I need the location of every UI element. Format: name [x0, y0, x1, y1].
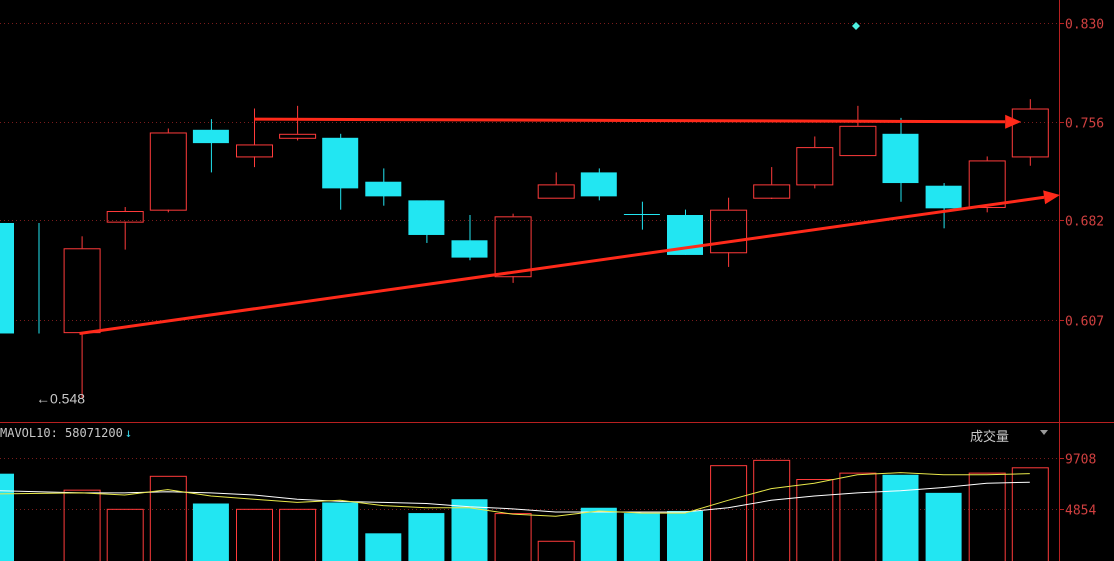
price-tick-label: 0.682: [1065, 215, 1104, 230]
candle-body: [106, 211, 144, 223]
volume-bar: [710, 465, 748, 561]
volume-bar: [365, 533, 402, 561]
volume-bar: [796, 479, 834, 561]
volume-bar: [408, 513, 445, 561]
candle: [149, 128, 187, 213]
price-tick-label: 0.607: [1065, 315, 1104, 330]
candle: [279, 105, 317, 141]
candle: [623, 201, 660, 230]
volume-bar: [451, 499, 488, 561]
candle-body: [451, 240, 488, 258]
candle-body: [925, 185, 962, 209]
candle: [968, 156, 1006, 213]
candle-body: [365, 181, 402, 197]
volume-bar: [192, 503, 229, 561]
diamond-marker-icon: [852, 21, 860, 30]
price-axis: 0.830 0.756 0.682 0.607 9708 4854: [1059, 18, 1104, 519]
volume-panel: [0, 459, 1049, 561]
candle-body: [149, 132, 187, 211]
volume-bar: [322, 502, 359, 561]
volume-title: 成交量: [970, 430, 1010, 445]
candle: [63, 236, 101, 399]
arrow-shaft: [253, 117, 1006, 124]
candle: [106, 207, 144, 250]
candle: [753, 167, 791, 200]
candle: [537, 172, 575, 199]
candle: [365, 168, 402, 206]
mavol-label: MAVOL10:: [0, 426, 58, 440]
mavol-value: 58071200: [65, 426, 123, 440]
candle-body: [0, 222, 14, 334]
volume-bar: [667, 510, 703, 561]
mavol-header: MAVOL10: 58071200 ↓: [0, 426, 132, 444]
price-tick-label: 0.756: [1065, 117, 1104, 132]
volume-tick-label: 4854: [1065, 504, 1096, 519]
price-tick-label: 0.830: [1065, 18, 1104, 33]
candle-body: [1011, 108, 1049, 158]
candle-body: [839, 125, 877, 157]
volume-bar: [623, 513, 660, 561]
candle-body: [796, 147, 834, 186]
volume-bar: [106, 508, 144, 561]
candle-body: [882, 133, 919, 184]
volume-bar: [882, 474, 919, 561]
volume-bar: [753, 459, 791, 561]
candle: [882, 117, 919, 202]
volume-bar: [580, 507, 617, 561]
candle: [192, 119, 229, 173]
candle: [0, 222, 40, 334]
volume-bar: [494, 513, 532, 561]
ma-slow-line: [0, 481, 1030, 513]
price-panel: ←0.548: [0, 21, 1060, 407]
candle: [236, 108, 273, 168]
volume-bar: [279, 508, 317, 561]
candle-body: [192, 129, 229, 144]
arrow-head: [1043, 190, 1060, 205]
candle: [494, 213, 532, 283]
support-arrow: [79, 190, 1060, 335]
candle-body: [236, 144, 273, 158]
low-price-label: ←0.548: [36, 391, 85, 407]
volume-tick-label: 9708: [1065, 453, 1096, 468]
candle: [580, 168, 617, 201]
candle: [1011, 99, 1049, 166]
candle: [322, 133, 359, 210]
candle: [796, 136, 834, 189]
chevron-down-icon[interactable]: [1040, 430, 1048, 435]
candle-body: [537, 184, 575, 199]
ma-fast-line: [0, 472, 1030, 517]
candle-body: [753, 184, 791, 199]
candle-body: [580, 172, 617, 197]
candle: [451, 215, 488, 261]
candle-body: [968, 160, 1006, 209]
candle-body: [279, 133, 317, 139]
resistance-arrow: [253, 114, 1022, 129]
volume-bar: [236, 508, 273, 561]
volume-bar: [149, 475, 187, 561]
candle-body: [322, 137, 359, 189]
volume-bar: [839, 472, 877, 561]
candle-body: [710, 209, 748, 254]
down-arrow-icon: ↓: [124, 426, 133, 440]
volume-bar: [1011, 467, 1049, 561]
candle: [925, 183, 962, 229]
volume-bar: [537, 540, 575, 561]
candle: [408, 200, 445, 243]
candle-body: [494, 216, 532, 278]
arrow-head: [1005, 114, 1022, 129]
volume-bar: [968, 472, 1006, 561]
candle: [839, 105, 877, 157]
volume-bar: [925, 492, 962, 561]
candle: [710, 197, 748, 267]
candle-body: [408, 200, 445, 235]
volume-bar: [0, 473, 14, 561]
volume-bar: [63, 489, 101, 561]
candle-body: [63, 248, 101, 334]
arrow-shaft: [79, 195, 1045, 335]
